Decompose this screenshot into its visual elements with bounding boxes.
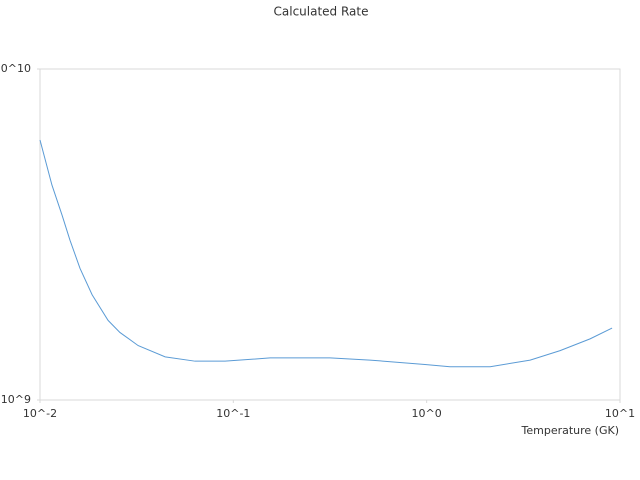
data-line [39,139,613,368]
y-tick-label: 10^9 [1,393,31,406]
chart-title: Calculated Rate [274,5,369,19]
plot-area [39,68,621,401]
x-tick-label: 10^-2 [23,407,57,420]
x-axis-label: Temperature (GK) [521,424,620,437]
x-tick-label: 10^1 [605,407,635,420]
x-tick-label: 10^-1 [216,407,250,420]
x-tick-label: 10^0 [412,407,442,420]
y-tick-label: 10^10 [0,62,31,75]
